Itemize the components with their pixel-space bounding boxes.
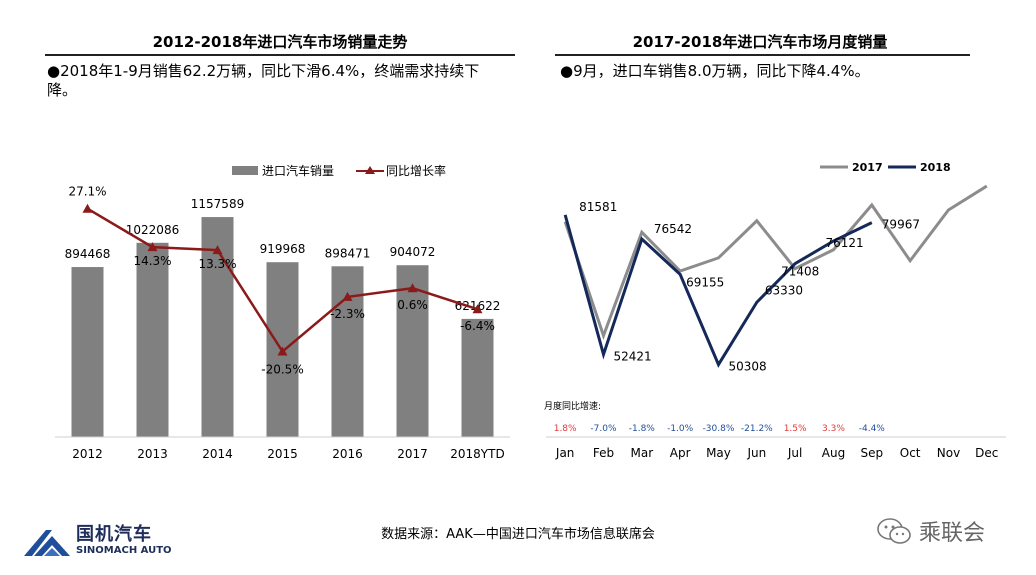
growth-table-title: 月度同比增速: [544, 400, 601, 412]
series-line-2018 [563, 214, 873, 368]
growth-table-value: 1.5% [784, 424, 807, 434]
growth-point [82, 203, 93, 213]
logo-english-name: SINOMACH AUTO [76, 545, 172, 556]
legend-swatch-sales [232, 166, 258, 175]
growth-table-value: -1.0% [667, 424, 694, 434]
bar-value-label: 1157589 [191, 197, 244, 211]
left-title-rule [45, 54, 515, 56]
bar [396, 265, 429, 437]
x-tick-label: Mar [631, 446, 654, 460]
growth-point [277, 346, 288, 356]
x-tick-label: Jul [787, 446, 802, 460]
x-tick-label: 2012 [72, 447, 103, 461]
x-tick-label: Aug [822, 446, 845, 460]
left-bullet-text: ●2018年1-9月销售62.2万辆，同比下滑6.4%，终端需求持续下 降。 [47, 62, 522, 100]
wechat-icon [877, 518, 911, 544]
data-label-2018: 63330 [765, 283, 803, 297]
monthly-sales-chart: 2017 2018 81581 52421 76542 69155 50308 63330 71… [544, 161, 1006, 460]
right-title-rule [555, 54, 970, 56]
x-tick-label: Feb [593, 446, 614, 460]
x-tick-label: Jan [555, 446, 575, 460]
annual-sales-chart: 进口汽车销量 同比增长率 894468 2012 1022086 2013 1157589 2… [55, 163, 510, 461]
bar [331, 266, 364, 437]
growth-table-value: 3.3% [822, 424, 845, 434]
growth-table-value: -1.8% [629, 424, 656, 434]
x-tick-label: Jun [746, 446, 766, 460]
left-bullet-line1: ●2018年1-9月销售62.2万辆，同比下滑6.4%，终端需求持续下 [47, 62, 480, 80]
right-bullet-text: ●9月，进口车销售8.0万辆，同比下降4.4%。 [560, 62, 870, 80]
series-line-2017 [563, 184, 988, 341]
legend-label-2017: 2017 [852, 161, 883, 174]
bar-value-label: 894468 [65, 247, 111, 261]
bar-value-label: 898471 [325, 246, 371, 260]
right-chart-title: 2017-2018年进口汽车市场月度销量 [632, 33, 888, 51]
x-tick-label: Dec [975, 446, 998, 460]
legend-label-sales: 进口汽车销量 [262, 163, 334, 178]
bar-value-label: 919968 [260, 242, 306, 256]
growth-data-label: 0.6% [397, 298, 428, 312]
growth-data-label: -2.3% [330, 307, 365, 321]
x-tick-label: 2018YTD [450, 447, 504, 461]
x-tick-label: 2014 [202, 447, 233, 461]
growth-data-label: 27.1% [68, 185, 106, 199]
wechat-account-name: 乘联会 [919, 521, 986, 546]
legend-label-2018: 2018 [920, 161, 951, 174]
x-tick-label: 2015 [267, 447, 298, 461]
left-bullet-line2: 降。 [47, 81, 78, 99]
data-source-note: 数据来源：AAK—中国进口汽车市场信息联席会 [381, 527, 655, 542]
data-label-2018: 76121 [825, 236, 863, 250]
data-label-2018: 52421 [613, 349, 651, 363]
growth-table-value: -30.8% [703, 424, 735, 434]
bar-value-label: 904072 [390, 245, 436, 259]
x-tick-label: 2017 [397, 447, 428, 461]
wechat-watermark: 乘联会 [875, 515, 985, 547]
growth-table-value: -4.4% [859, 424, 886, 434]
data-label-2018: 69155 [686, 275, 724, 289]
x-tick-label: Apr [670, 446, 691, 460]
sinomach-logo: 国机汽车 SINOMACH AUTO [24, 526, 172, 560]
x-tick-label: May [706, 446, 731, 460]
logo-chinese-name: 国机汽车 [76, 524, 152, 545]
growth-point [342, 291, 353, 301]
bar [71, 267, 104, 437]
growth-point [472, 304, 483, 314]
growth-table-value: -21.2% [741, 424, 773, 434]
x-tick-label: 2016 [332, 447, 363, 461]
bar-value-label: 1022086 [126, 223, 179, 237]
growth-data-label: 13.3% [198, 257, 236, 271]
legend-marker-growth [365, 166, 375, 174]
sinomach-logo-icon [24, 530, 70, 556]
x-tick-label: Nov [937, 446, 960, 460]
data-label-2018: 50308 [728, 360, 766, 374]
growth-data-label: -20.5% [261, 363, 303, 377]
bar [461, 318, 494, 437]
growth-data-label: -6.4% [460, 319, 495, 333]
x-tick-label: 2013 [137, 447, 168, 461]
growth-point [212, 245, 223, 255]
legend-label-growth: 同比增长率 [386, 163, 446, 178]
growth-table-value: -7.0% [590, 424, 617, 434]
data-label-2018: 81581 [579, 200, 617, 214]
data-label-2018: 76542 [654, 222, 692, 236]
data-label-2018: 79967 [882, 218, 920, 232]
growth-point [147, 242, 158, 252]
x-tick-label: Oct [900, 446, 921, 460]
x-tick-label: Sep [860, 446, 883, 460]
left-chart-title: 2012-2018年进口汽车市场销量走势 [152, 33, 408, 51]
data-label-2018: 71408 [781, 265, 819, 279]
growth-point [407, 283, 418, 293]
bar [136, 242, 169, 437]
growth-table-value: 1.8% [554, 424, 577, 434]
growth-data-label: 14.3% [133, 254, 171, 268]
